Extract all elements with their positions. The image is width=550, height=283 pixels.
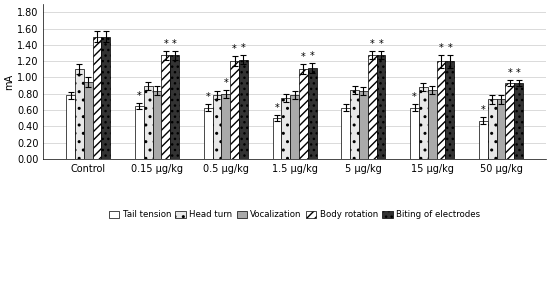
- Bar: [428, 90, 437, 159]
- Text: *: *: [508, 68, 512, 78]
- Bar: [497, 100, 505, 159]
- Text: *: *: [412, 92, 417, 102]
- Bar: [446, 61, 454, 159]
- Text: *: *: [241, 44, 246, 53]
- Bar: [350, 90, 359, 159]
- Bar: [282, 98, 290, 159]
- Bar: [221, 94, 230, 159]
- Bar: [212, 95, 221, 159]
- Bar: [479, 121, 488, 159]
- Text: *: *: [206, 92, 211, 102]
- Legend: Tail tension, Head turn, Vocalization, Body rotation, Biting of electrodes: Tail tension, Head turn, Vocalization, B…: [105, 207, 484, 223]
- Bar: [342, 108, 350, 159]
- Text: *: *: [137, 91, 142, 101]
- Bar: [437, 61, 446, 159]
- Bar: [377, 55, 386, 159]
- Text: *: *: [370, 38, 375, 49]
- Bar: [161, 55, 170, 159]
- Bar: [359, 91, 368, 159]
- Bar: [273, 118, 282, 159]
- Bar: [368, 55, 377, 159]
- Bar: [135, 106, 144, 159]
- Bar: [230, 61, 239, 159]
- Bar: [66, 95, 75, 159]
- Bar: [101, 37, 110, 159]
- Text: *: *: [163, 39, 168, 49]
- Text: *: *: [481, 105, 486, 115]
- Text: *: *: [438, 43, 443, 53]
- Bar: [92, 37, 101, 159]
- Text: *: *: [447, 43, 452, 53]
- Text: *: *: [310, 51, 315, 61]
- Bar: [204, 108, 212, 159]
- Bar: [419, 87, 428, 159]
- Bar: [144, 86, 152, 159]
- Bar: [505, 83, 514, 159]
- Bar: [308, 68, 317, 159]
- Text: *: *: [172, 39, 177, 49]
- Bar: [290, 95, 299, 159]
- Bar: [75, 69, 84, 159]
- Text: *: *: [301, 52, 306, 63]
- Text: *: *: [223, 78, 228, 88]
- Bar: [514, 83, 523, 159]
- Bar: [410, 108, 419, 159]
- Bar: [299, 69, 308, 159]
- Text: *: *: [274, 103, 279, 113]
- Bar: [84, 82, 92, 159]
- Text: *: *: [516, 68, 521, 78]
- Bar: [170, 55, 179, 159]
- Bar: [239, 59, 248, 159]
- Bar: [152, 91, 161, 159]
- Text: *: *: [232, 44, 237, 54]
- Text: *: *: [378, 38, 383, 49]
- Y-axis label: mA: mA: [4, 74, 14, 90]
- Bar: [488, 100, 497, 159]
